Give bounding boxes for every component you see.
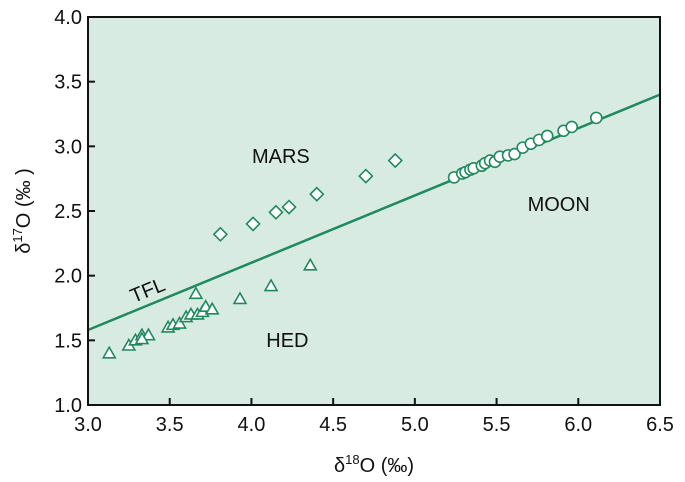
hed-label: HED bbox=[266, 330, 308, 352]
mars-point bbox=[387, 152, 403, 169]
x-tick-label: 5.0 bbox=[401, 414, 429, 436]
y-axis-label: δ17O (‰ ) bbox=[10, 168, 35, 254]
y-tick-label: 1.0 bbox=[54, 395, 82, 417]
moon-point bbox=[565, 120, 579, 134]
mars-point bbox=[268, 204, 284, 220]
hed-point bbox=[101, 345, 117, 359]
hed-point bbox=[232, 291, 248, 305]
y-tick-label: 4.0 bbox=[54, 7, 82, 29]
hed-point bbox=[204, 301, 220, 315]
y-tick-label: 1.5 bbox=[54, 330, 82, 352]
x-tick-label: 3.0 bbox=[74, 414, 102, 436]
mars-point bbox=[281, 199, 297, 215]
moon-label: MOON bbox=[528, 194, 590, 216]
hed-point bbox=[302, 257, 318, 271]
y-tick-label: 2.5 bbox=[54, 201, 82, 223]
mars-point bbox=[358, 168, 374, 184]
x-tick-label: 6.0 bbox=[564, 414, 592, 436]
mars-point bbox=[212, 226, 229, 242]
mars-point bbox=[309, 186, 325, 202]
y-tick-label: 2.0 bbox=[54, 266, 82, 288]
hed-point bbox=[172, 315, 187, 329]
x-axis-label: δ18O (‰) bbox=[334, 452, 414, 477]
hed-point bbox=[263, 278, 279, 292]
y-tick-label: 3.5 bbox=[54, 72, 82, 94]
mars-point bbox=[245, 216, 261, 232]
hed-point bbox=[188, 286, 204, 300]
moon-point bbox=[508, 147, 521, 161]
hed-point bbox=[134, 331, 150, 345]
moon-point bbox=[540, 129, 554, 143]
y-tick-label: 3.0 bbox=[54, 136, 82, 158]
x-tick-label: 6.5 bbox=[646, 414, 674, 436]
mars-label: MARS bbox=[252, 146, 310, 168]
x-tick-label: 3.5 bbox=[156, 414, 184, 436]
moon-point bbox=[589, 111, 603, 125]
plot-frame bbox=[87, 16, 661, 406]
x-tick-label: 5.5 bbox=[483, 414, 511, 436]
x-tick-label: 4.0 bbox=[238, 414, 266, 436]
x-tick-label: 4.5 bbox=[319, 414, 347, 436]
hed-point bbox=[141, 327, 156, 341]
